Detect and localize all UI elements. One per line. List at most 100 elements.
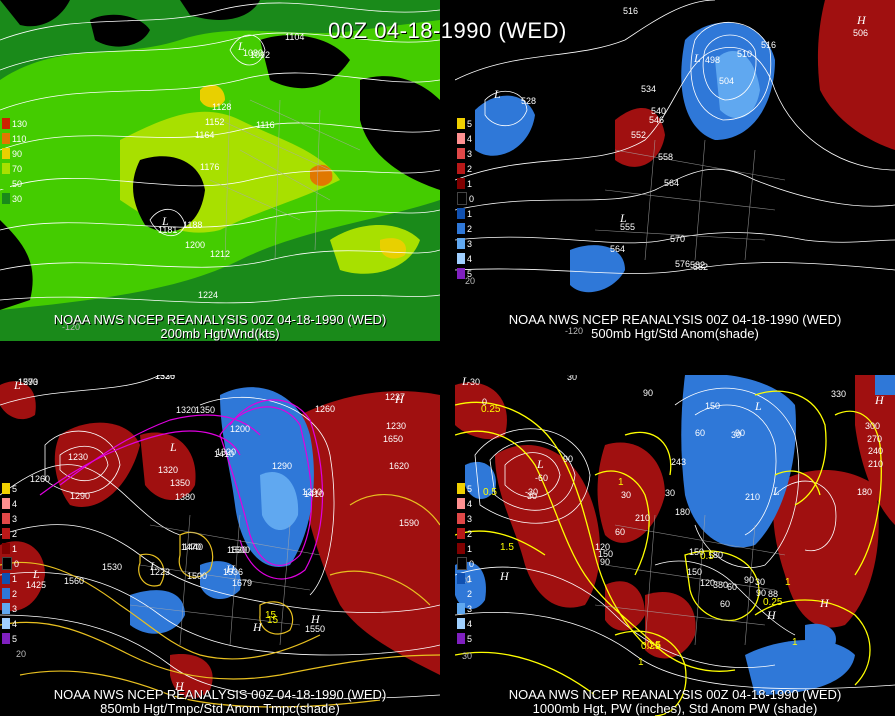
contour-label: -30 bbox=[467, 377, 480, 387]
pressure-center-label: L bbox=[772, 484, 780, 498]
contour-label: 30 bbox=[755, 577, 765, 587]
legend-swatch bbox=[457, 192, 467, 205]
legend-swatch bbox=[457, 603, 465, 614]
legend-label: 2 bbox=[12, 528, 18, 539]
pressure-center-label: L bbox=[536, 457, 544, 471]
contour-label: 0 bbox=[482, 397, 487, 407]
axis-tick-label: 20 bbox=[465, 276, 475, 286]
contour-label: 1320 bbox=[158, 465, 178, 475]
legend-swatch bbox=[457, 618, 465, 629]
legend-label: 3 bbox=[12, 513, 18, 524]
legend-label: 0 bbox=[14, 558, 20, 569]
moisture-contour-label: 1 bbox=[792, 637, 798, 648]
legend-label: 70 bbox=[12, 163, 23, 174]
contour-label: 210 bbox=[745, 492, 760, 502]
contour-label: 270 bbox=[867, 434, 882, 444]
legend-label: 5 bbox=[467, 633, 473, 644]
pressure-center-label: H bbox=[499, 569, 510, 583]
contour-label: 1320 bbox=[216, 447, 236, 457]
contour-label: 1500 bbox=[230, 545, 250, 555]
contour-label: 1350 bbox=[170, 478, 190, 488]
legend-swatch bbox=[457, 253, 465, 264]
contour-label: 1470 bbox=[181, 542, 201, 552]
contour-label: 504 bbox=[719, 76, 734, 86]
legend-swatch bbox=[457, 223, 465, 234]
contour-label: 120 bbox=[595, 542, 610, 552]
contour-label: 60 bbox=[720, 599, 730, 609]
legend-swatch bbox=[2, 498, 10, 509]
axis-tick-label: -120 bbox=[62, 322, 80, 332]
legend-label: 5 bbox=[467, 483, 473, 494]
contour-label: 1536 bbox=[223, 567, 243, 577]
legend-label: 4 bbox=[12, 498, 18, 509]
caption-title: NOAA NWS NCEP REANALYSIS 00Z 04-18-1990 … bbox=[53, 687, 387, 702]
panel-850mb: 1290 1320 1320 1350 1230 1260 1290 1320 1350 1380… bbox=[0, 375, 440, 716]
axis-tick-label: 30 bbox=[462, 651, 472, 661]
contour-label: 1230 bbox=[386, 421, 406, 431]
legend-swatch bbox=[2, 557, 12, 570]
legend-label: 3 bbox=[467, 148, 473, 159]
legend-swatch bbox=[457, 528, 465, 539]
legend-label: 4 bbox=[467, 618, 473, 629]
legend-label: 1 bbox=[467, 178, 473, 189]
pressure-center-label: H bbox=[766, 608, 777, 622]
contour-label: 1550 bbox=[305, 624, 325, 634]
contour-label: 150 bbox=[705, 401, 720, 411]
contour-label: 30 bbox=[621, 490, 631, 500]
legend-label: 30 bbox=[12, 193, 23, 204]
pressure-center-label: H bbox=[394, 392, 405, 406]
contour-label: 1116 bbox=[256, 120, 275, 130]
contour-label: 1176 bbox=[200, 162, 219, 172]
legend-swatch bbox=[2, 543, 10, 554]
legend-swatch bbox=[457, 133, 465, 144]
caption-subtitle: 200mb Hgt/Wnd(kts) bbox=[160, 326, 280, 341]
moisture-contour-label: 15 bbox=[267, 615, 279, 626]
contour-label: 1530 bbox=[227, 545, 247, 555]
legend-label: 3 bbox=[12, 603, 18, 614]
contour-label: 1152 bbox=[205, 117, 224, 127]
legend-label: 2 bbox=[467, 588, 473, 599]
legend-swatch bbox=[2, 118, 10, 129]
contour-label: 1080 bbox=[243, 48, 263, 58]
pressure-center-label: L bbox=[149, 559, 157, 573]
contour-label: 243 bbox=[671, 457, 686, 467]
caption-subtitle: 500mb Hgt/Std Anom(shade) bbox=[591, 326, 759, 341]
moisture-contour-label: 1 bbox=[618, 477, 624, 488]
contour-label: 564 bbox=[664, 178, 679, 188]
contour-label: 510 bbox=[737, 49, 752, 59]
legend-label: 1 bbox=[467, 543, 473, 554]
contour-label: 1290 bbox=[18, 377, 38, 387]
pressure-center-label: L bbox=[693, 51, 701, 65]
pressure-center-label: H bbox=[252, 620, 263, 634]
pressure-center-label: L bbox=[32, 567, 40, 581]
legend-label: 0 bbox=[469, 558, 475, 569]
legend-label: 5 bbox=[467, 118, 473, 129]
legend-label: 2 bbox=[467, 163, 473, 174]
contour-label: 1260 bbox=[315, 404, 335, 414]
contour-label: 210 bbox=[868, 459, 883, 469]
pressure-center-label: L bbox=[169, 440, 177, 454]
legend-label: 1 bbox=[12, 573, 18, 584]
legend-label: 3 bbox=[467, 603, 473, 614]
legend-swatch bbox=[2, 573, 10, 584]
legend-label: 3 bbox=[467, 513, 473, 524]
moisture-contour-label: 0.25 bbox=[763, 597, 783, 608]
contour-label: 1260 bbox=[30, 474, 50, 484]
pressure-center-label: H bbox=[856, 13, 867, 27]
legend-label: 4 bbox=[12, 618, 18, 629]
contour-label: 1104 bbox=[285, 32, 304, 42]
panel-500mb: 516 510 516 498 504 528 534 540 546 552 558 564 570 5… bbox=[455, 0, 895, 341]
legend-swatch bbox=[457, 163, 465, 174]
legend-swatch bbox=[457, 178, 465, 189]
contour-label: 546 bbox=[649, 115, 664, 125]
legend-label: 2 bbox=[467, 528, 473, 539]
contour-label: 380 bbox=[713, 580, 728, 590]
pressure-center-label: L bbox=[619, 211, 627, 225]
legend-swatch bbox=[2, 178, 10, 189]
pressure-center-label: H bbox=[174, 679, 185, 693]
contour-label: 30 bbox=[731, 430, 741, 440]
axis-tick-label: -120 bbox=[565, 326, 583, 336]
legend-label: 90 bbox=[12, 148, 23, 159]
contour-label: 555 bbox=[620, 222, 635, 232]
legend-swatch bbox=[457, 513, 465, 524]
